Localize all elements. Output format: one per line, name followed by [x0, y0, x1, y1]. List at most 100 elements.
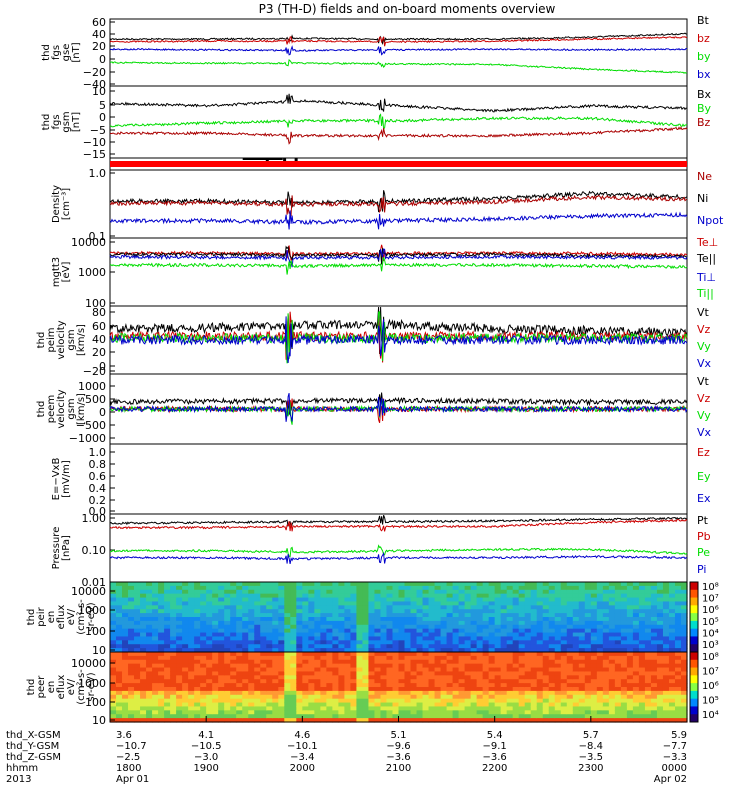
spectrogram-cell: [608, 714, 616, 719]
spectrogram-cell: [128, 687, 135, 692]
spectrogram-cell: [476, 683, 484, 688]
spectrogram-cell: [140, 706, 147, 711]
spectrogram-cell: [356, 702, 364, 708]
spectrogram-cell: [482, 663, 490, 669]
spectrogram-cell: [470, 593, 478, 599]
spectrogram-cell: [146, 687, 153, 692]
spectrogram-cell: [308, 698, 315, 704]
spectrogram-cell: [512, 636, 520, 641]
spectrogram-cell: [476, 698, 484, 704]
spectrogram-cell: [506, 640, 514, 645]
spectrogram-cell: [314, 710, 321, 715]
spectrogram-cell: [440, 659, 448, 665]
spectrogram-cell: [242, 690, 249, 696]
spectrogram-cell: [494, 679, 502, 684]
spectrogram-cell: [410, 655, 418, 661]
spectrogram-cell: [440, 679, 448, 684]
spectrogram-cell: [644, 687, 652, 692]
spectrogram-cell: [212, 644, 219, 649]
spectrogram-cell: [524, 683, 532, 688]
spectrogram-cell: [470, 710, 478, 715]
spectrogram-cell: [326, 718, 333, 723]
spectrogram-cell: [674, 601, 682, 606]
spectrogram-cell: [476, 644, 484, 649]
spectrogram-cell: [530, 667, 538, 673]
spectrogram-cell: [656, 694, 664, 700]
spectrogram-cell: [194, 624, 201, 630]
spectrogram-cell: [128, 710, 135, 715]
spectrogram-cell: [362, 593, 370, 599]
spectrogram-cell: [338, 698, 346, 704]
spectrogram-cell: [134, 640, 141, 645]
spectrogram-cell: [170, 652, 177, 657]
spectrogram-cell: [356, 667, 364, 673]
spectrogram-cell: [326, 589, 333, 595]
spectrogram-cell: [662, 589, 670, 595]
spectrogram-cell: [428, 655, 436, 661]
spectrogram-cell: [506, 593, 514, 599]
spectrogram-cell: [350, 687, 358, 692]
spectrogram-cell: [680, 659, 688, 665]
spectrogram-cell: [308, 589, 315, 595]
spectrogram-cell: [392, 632, 400, 638]
spectrogram-cell: [614, 710, 622, 715]
spectrogram-cell: [644, 640, 652, 645]
spectrogram-cell: [572, 694, 580, 700]
spectrogram-cell: [176, 632, 183, 638]
spectrogram-cell: [302, 718, 309, 723]
spectrogram-cell: [140, 613, 147, 618]
spectrogram-cell: [680, 675, 688, 680]
y-tick-label: 0: [99, 53, 106, 66]
spectrogram-cell: [140, 694, 147, 700]
spectrogram-cell: [464, 714, 472, 719]
spectrogram-cell: [614, 609, 622, 614]
spectrogram-cell: [314, 582, 321, 587]
spectrogram-cell: [620, 624, 628, 630]
spectrogram-cell: [530, 655, 538, 661]
spectrogram-cell: [326, 675, 333, 680]
y-tick-label: 1.00: [82, 512, 107, 525]
spectrogram-cell: [548, 702, 556, 708]
spectrogram-cell: [320, 597, 327, 603]
spectrogram-cell: [536, 706, 544, 711]
spectrogram-cell: [452, 655, 460, 661]
spectrogram-cell: [116, 687, 123, 692]
spectrogram-cell: [176, 628, 183, 634]
spectrogram-cell: [134, 589, 141, 595]
spectrogram-cell: [518, 628, 526, 634]
spectrogram-cell: [218, 601, 225, 606]
spectrogram-cell: [254, 663, 261, 669]
spectrogram-cell: [578, 640, 586, 645]
spectrogram-cell: [584, 667, 592, 673]
spectrogram-cell: [530, 636, 538, 641]
spectrogram-cell: [530, 706, 538, 711]
y-tick-label: −15: [83, 148, 106, 161]
spectrogram-cell: [416, 624, 424, 630]
spectrogram-cell: [572, 687, 580, 692]
spectrogram-cell: [632, 667, 640, 673]
spectrogram-cell: [344, 710, 352, 715]
spectrogram-cell: [296, 671, 303, 676]
spectrogram-cell: [266, 659, 273, 665]
spectrogram-cell: [254, 671, 261, 676]
spectrogram-cell: [650, 655, 658, 661]
spectrogram-cell: [524, 624, 532, 630]
spectrogram-cell: [530, 617, 538, 622]
spectrogram-cell: [176, 613, 183, 618]
spectrogram-cell: [446, 659, 454, 665]
spectrogram-cell: [536, 636, 544, 641]
spectrogram-cell: [530, 690, 538, 696]
spectrogram-cell: [266, 582, 273, 587]
spectrogram-cell: [158, 636, 165, 641]
spectrogram-cell: [650, 648, 658, 653]
spectrogram-cell: [260, 667, 267, 673]
spectrogram-cell: [194, 710, 201, 715]
spectrogram-cell: [164, 667, 171, 673]
spectrogram-cell: [350, 710, 358, 715]
spectrogram-cell: [500, 605, 508, 610]
legend-label: by: [697, 50, 711, 63]
spectrogram-cell: [368, 644, 376, 649]
spectrogram-cell: [326, 679, 333, 684]
spectrogram-cell: [206, 605, 213, 610]
spectrogram-cell: [290, 617, 297, 622]
